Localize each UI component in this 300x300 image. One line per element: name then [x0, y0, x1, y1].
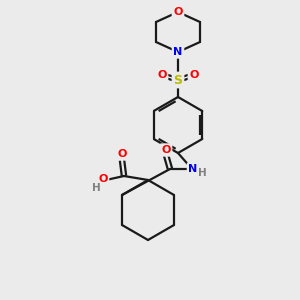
Text: N: N	[173, 47, 183, 57]
Text: O: O	[117, 149, 127, 159]
Text: H: H	[92, 183, 100, 193]
Text: H: H	[198, 168, 206, 178]
Text: O: O	[98, 174, 108, 184]
Text: O: O	[157, 70, 167, 80]
Text: O: O	[173, 7, 183, 17]
Text: O: O	[189, 70, 199, 80]
Text: O: O	[161, 145, 171, 155]
Text: S: S	[173, 74, 182, 86]
Text: N: N	[188, 164, 198, 174]
